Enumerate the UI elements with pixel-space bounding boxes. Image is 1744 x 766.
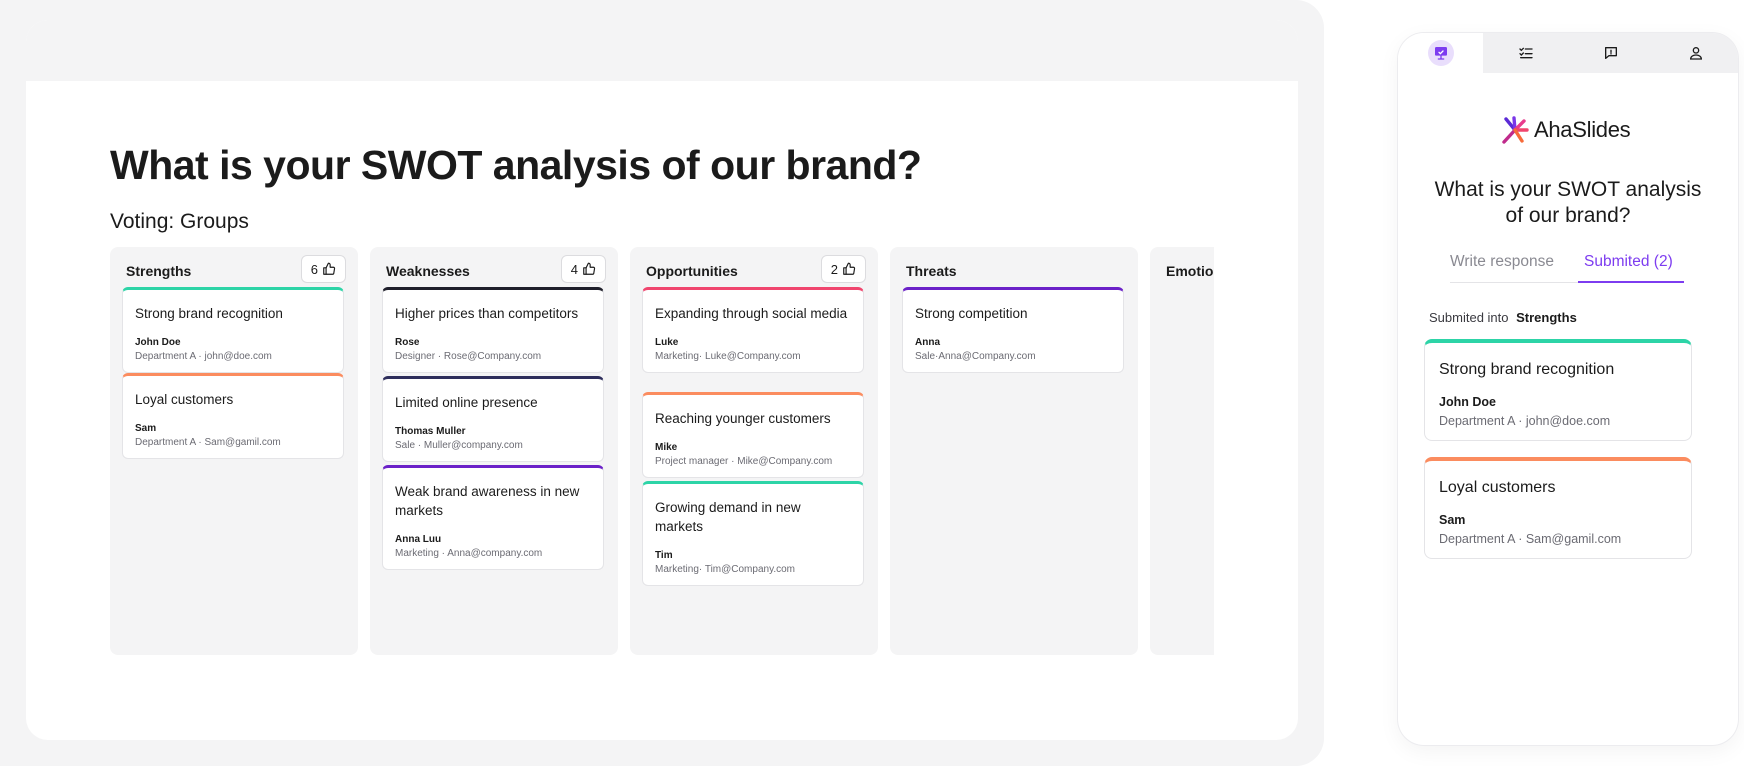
- card-text: Higher prices than competitors: [395, 306, 579, 321]
- voting-mode-label: Voting: Groups: [110, 210, 249, 233]
- card-author: Anna Luu: [395, 534, 442, 545]
- column-threats: Threats Strong competition Anna Sale·Ann…: [890, 247, 1138, 655]
- card-meta: Designer · Rose@Company.com: [395, 351, 542, 362]
- presenter-frame: What is your SWOT analysis of our brand?…: [0, 0, 1324, 766]
- phone-tab-bar: [1398, 33, 1738, 73]
- idea-card[interactable]: Limited online presence Thomas Muller Sa…: [382, 376, 604, 462]
- vote-button[interactable]: 2: [820, 255, 866, 283]
- tab-checklist[interactable]: [1483, 33, 1568, 73]
- submitted-into-row: Submited into Strengths: [1429, 310, 1577, 325]
- submitted-into-value: Strengths: [1516, 310, 1577, 325]
- idea-card[interactable]: Expanding through social media Luke Mark…: [642, 287, 864, 373]
- thumbs-up-icon: [323, 262, 336, 275]
- checklist-icon: [1518, 47, 1533, 59]
- card-author: Tim: [655, 550, 673, 561]
- card-text: Loyal customers: [1439, 479, 1556, 496]
- idea-card[interactable]: Reaching younger customers Mike Project …: [642, 392, 864, 478]
- card-meta: Sale·Anna@Company.com: [915, 351, 1036, 362]
- card-author: Anna: [915, 337, 940, 348]
- presenter-topbar: [26, 20, 1298, 81]
- thumbs-up-icon: [843, 262, 856, 275]
- idea-card[interactable]: Growing demand in new markets Tim Market…: [642, 481, 864, 586]
- column-emotion: Emotion: [1150, 247, 1214, 655]
- idea-card[interactable]: Loyal customers Sam Department A · Sam@g…: [122, 373, 344, 459]
- slide-title: What is your SWOT analysis of our brand?: [110, 142, 922, 188]
- tab-write-response[interactable]: Write response: [1450, 253, 1580, 283]
- user-icon: [1689, 47, 1702, 60]
- card-meta: Marketing · Anna@company.com: [395, 548, 543, 559]
- card-author: Mike: [655, 442, 678, 453]
- card-text: Strong brand recognition: [135, 306, 283, 321]
- phone-question: What is your SWOT analysis of our brand?: [1434, 178, 1702, 227]
- card-text: Limited online presence: [395, 395, 538, 410]
- vote-button[interactable]: 6: [300, 255, 346, 283]
- column-title: Strengths: [126, 263, 192, 279]
- card-meta: Department A · john@doe.com: [1439, 414, 1611, 428]
- card-author: Rose: [395, 337, 420, 348]
- chat-icon: [1604, 47, 1617, 59]
- swot-board: Strengths 6 Strong brand recognition Joh…: [110, 247, 1214, 655]
- vote-count: 2: [830, 261, 838, 277]
- submitted-into-label: Submited into: [1429, 310, 1509, 325]
- presentation-icon: [1434, 47, 1447, 60]
- column-title: Emotion: [1166, 263, 1214, 279]
- tab-chat[interactable]: [1568, 33, 1653, 73]
- column-weaknesses: Weaknesses 4 Higher prices than competit…: [370, 247, 618, 655]
- card-meta: Marketing· Luke@Company.com: [655, 351, 801, 362]
- column-opportunities: Opportunities 2 Expanding through social…: [630, 247, 878, 655]
- vote-count: 6: [310, 261, 318, 277]
- audience-phone: AhaSlides What is your SWOT analysis of …: [1398, 33, 1738, 745]
- presenter-screen: What is your SWOT analysis of our brand?…: [26, 20, 1298, 740]
- card-author: Luke: [655, 337, 679, 348]
- card-author: Sam: [135, 423, 157, 434]
- tab-presentation[interactable]: [1398, 33, 1483, 73]
- idea-card[interactable]: Strong brand recognition John Doe Depart…: [122, 287, 344, 373]
- tab-submitted[interactable]: Submited (2): [1578, 253, 1684, 283]
- thumbs-up-icon: [583, 262, 596, 275]
- vote-count: 4: [570, 261, 578, 277]
- card-text: Strong brand recognition: [1439, 361, 1615, 378]
- column-title: Threats: [906, 263, 957, 279]
- card-meta: Marketing· Tim@Company.com: [655, 564, 795, 575]
- card-text: Strong competition: [915, 306, 1028, 321]
- brand-name: AhaSlides: [1534, 117, 1631, 142]
- card-text: Reaching younger customers: [655, 411, 831, 426]
- idea-card[interactable]: Strong competition Anna Sale·Anna@Compan…: [902, 287, 1124, 373]
- idea-card[interactable]: Higher prices than competitors Rose Desi…: [382, 287, 604, 373]
- column-title: Opportunities: [646, 263, 738, 279]
- vote-button[interactable]: 4: [560, 255, 606, 283]
- card-text: Weak brand awareness in new markets: [395, 484, 580, 518]
- card-author: Sam: [1439, 513, 1466, 527]
- card-meta: Department A · john@doe.com: [135, 351, 272, 362]
- card-text: Loyal customers: [135, 392, 234, 407]
- card-meta: Project manager · Mike@Company.com: [655, 456, 833, 467]
- submitted-card[interactable]: Loyal customers Sam Department A · Sam@g…: [1424, 457, 1692, 559]
- response-tabs: Write response Submited (2): [1448, 253, 1688, 283]
- card-author: John Doe: [135, 337, 181, 348]
- column-title: Weaknesses: [386, 263, 470, 279]
- card-author: Thomas Muller: [395, 426, 466, 437]
- card-meta: Department A · Sam@gamil.com: [1439, 532, 1622, 546]
- card-meta: Department A · Sam@gamil.com: [135, 437, 281, 448]
- ahaslides-logo-icon: [1502, 116, 1529, 144]
- card-author: John Doe: [1439, 395, 1496, 409]
- tab-profile[interactable]: [1653, 33, 1738, 73]
- column-strengths: Strengths 6 Strong brand recognition Joh…: [110, 247, 358, 655]
- submitted-card[interactable]: Strong brand recognition John Doe Depart…: [1424, 339, 1692, 441]
- brand-logo: AhaSlides: [1500, 115, 1631, 145]
- card-meta: Sale · Muller@company.com: [395, 440, 523, 451]
- card-text: Expanding through social media: [655, 306, 848, 321]
- card-text: Growing demand in new markets: [655, 500, 801, 534]
- idea-card[interactable]: Weak brand awareness in new markets Anna…: [382, 465, 604, 570]
